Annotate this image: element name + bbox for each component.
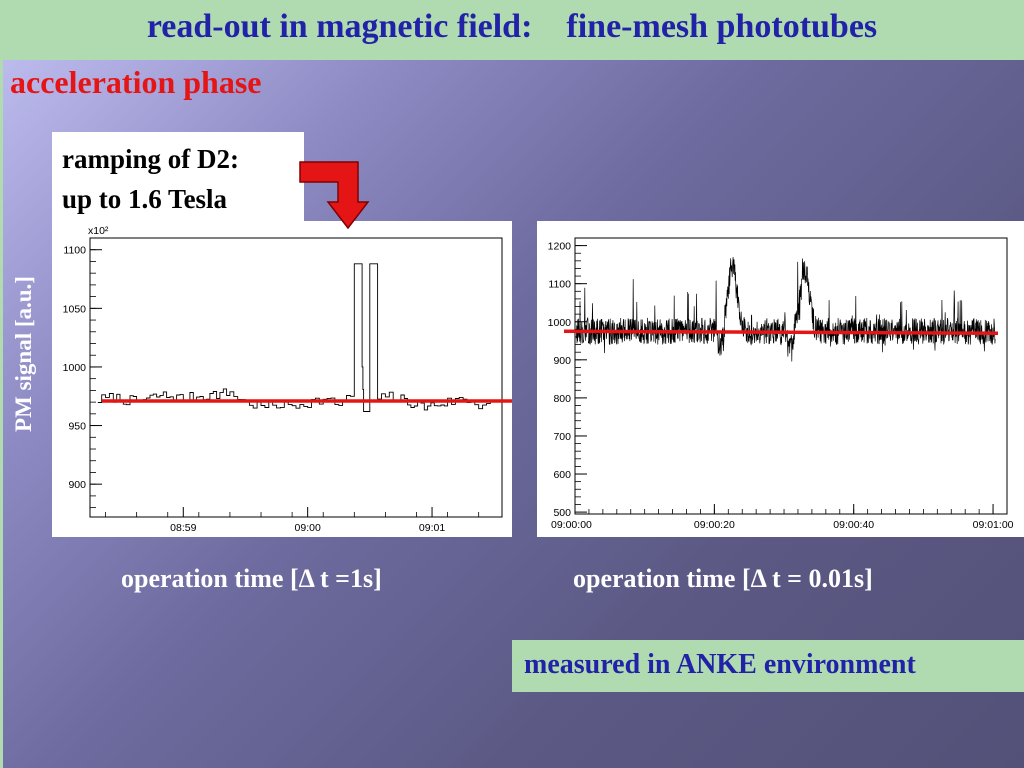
series-trace: [97, 263, 495, 412]
y-tick-label: 900: [68, 479, 86, 491]
caption-left: operation time [Δ t =1s]: [121, 564, 382, 593]
baseline-line: [563, 329, 999, 336]
annotation-box: ramping of D2: up to 1.6 Tesla: [52, 132, 304, 224]
plot-frame: [574, 237, 1008, 515]
red-arrow-shape: [299, 161, 370, 230]
y-tick-label: 600: [553, 469, 571, 481]
y-axis-label-text: PM signal [a.u.]: [11, 276, 36, 432]
chart-right-panel: 500 600 700 800 900 1000 1100 1200 09:00:00 09:00…: [537, 221, 1024, 537]
y-tick-label: 1000: [548, 317, 572, 329]
y-tick-label: 1100: [63, 245, 86, 257]
chart-left: x10² 900 950 1000 1050 1100 08:59 09:00 09:01: [63, 225, 512, 534]
y-tick-label: 950: [68, 421, 86, 433]
y-multiplier-label: x10²: [88, 225, 109, 237]
y-tick-label: 1100: [548, 279, 571, 291]
slide-subtitle: acceleration phase: [10, 64, 262, 100]
x-tick-label: 09:01:00: [973, 519, 1014, 531]
title-bar: read-out in magnetic field: fine-mesh ph…: [0, 0, 1024, 60]
y-tick-label: 1200: [548, 241, 572, 253]
x-tick-label: 08:59: [170, 522, 196, 534]
y-tick-label: 800: [553, 393, 571, 405]
y-tick-label: 700: [553, 431, 571, 443]
red-arrow-icon: [299, 161, 370, 230]
footer-box: measured in ANKE environment: [512, 640, 1024, 692]
caption-right: operation time [Δ t = 0.01s]: [573, 564, 873, 593]
annotation-line-2: up to 1.6 Tesla: [62, 184, 228, 214]
x-tick-label: 09:00:20: [694, 519, 735, 531]
x-tick-label: 09:00: [295, 522, 321, 534]
annotation-line-1: ramping of D2:: [62, 144, 239, 174]
x-tick-label: 09:01: [419, 522, 445, 534]
x-tick-label: 09:00:00: [551, 519, 592, 531]
chart-left-panel: x10² 900 950 1000 1050 1100 08:59 09:00 09:01: [52, 221, 512, 537]
series-trace: [576, 256, 996, 362]
y-tick-label: 900: [553, 355, 571, 367]
plot-frame: [89, 237, 503, 518]
y-tick-label: 500: [553, 507, 571, 519]
footer-text: measured in ANKE environment: [524, 649, 916, 680]
chart-right: 500 600 700 800 900 1000 1100 1200 09:00:00 09:00…: [548, 237, 1014, 531]
slide-title: read-out in magnetic field: fine-mesh ph…: [146, 8, 878, 45]
x-tick-label: 09:00:40: [833, 519, 874, 531]
y-tick-label: 1000: [63, 362, 87, 374]
left-border: [0, 60, 3, 768]
y-tick-label: 1050: [63, 303, 87, 315]
